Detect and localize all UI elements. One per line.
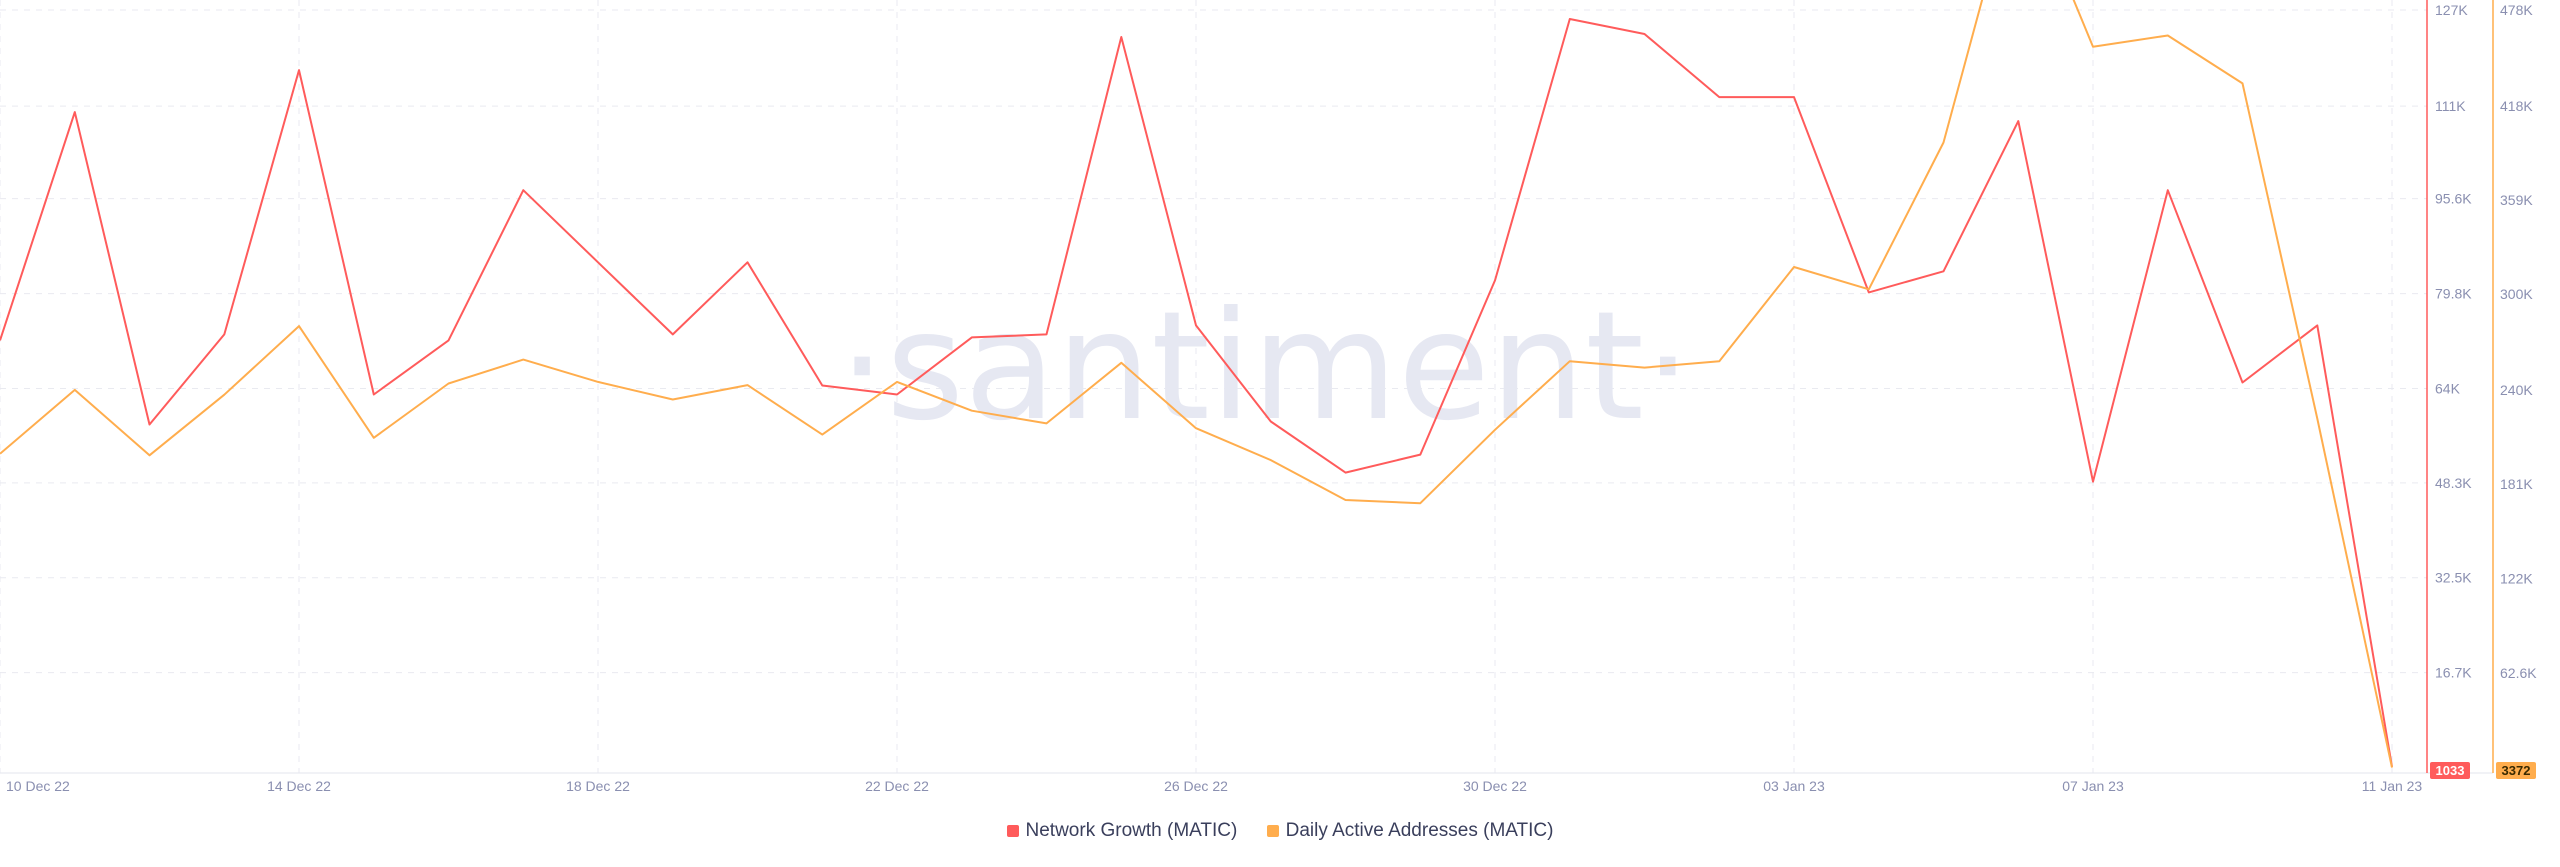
y-right-tick-label: 181K xyxy=(2500,476,2533,492)
legend-item-network-growth[interactable]: Network Growth (MATIC) xyxy=(1006,820,1238,842)
last-value-badge-left-text: 1033 xyxy=(2436,763,2465,778)
series-line-network-growth xyxy=(0,18,2393,767)
gridlines xyxy=(0,0,2493,774)
y-left-tick-label: 64K xyxy=(2435,380,2461,396)
x-tick-label: 22 Dec 22 xyxy=(865,778,929,794)
y-left-tick-label: 16.7K xyxy=(2435,665,2472,681)
y-right-tick-label: 478K xyxy=(2500,2,2533,18)
series-line-daily-active-addresses xyxy=(0,0,2393,768)
x-tick-label: 03 Jan 23 xyxy=(1763,778,1825,794)
last-value-badge-left: 1033 xyxy=(2430,762,2470,779)
y-right-tick-label: 359K xyxy=(2500,192,2533,208)
axes: 16.7K 32.5K 48.3K 64K 79.8K 95.6K 111K 127K 62.6… xyxy=(2426,0,2537,779)
y-left-tick-label: 95.6K xyxy=(2435,191,2472,207)
y-left-tick-label: 111K xyxy=(2435,98,2466,114)
x-tick-label: 26 Dec 22 xyxy=(1164,778,1228,794)
x-tick-label: 30 Dec 22 xyxy=(1463,778,1527,794)
last-value-badge-right-bg xyxy=(2496,762,2536,779)
last-value-badge-left-bg xyxy=(2430,762,2470,779)
x-tick-label: 18 Dec 22 xyxy=(566,778,630,794)
legend-item-daily-active-addresses[interactable]: Daily Active Addresses (MATIC) xyxy=(1266,820,1554,842)
y-left-tick-label: 127K xyxy=(2435,2,2468,18)
x-tick-label: 14 Dec 22 xyxy=(267,778,331,794)
legend: Network Growth (MATIC) Daily Active Addr… xyxy=(0,820,2560,843)
y-right-tick-label: 122K xyxy=(2500,570,2533,586)
y-right-tick-label: 240K xyxy=(2500,382,2533,398)
y-left-tick-label: 32.5K xyxy=(2435,570,2472,586)
x-tick-label: 11 Jan 23 xyxy=(2362,778,2423,794)
last-value-badge-right: 3372 xyxy=(2496,762,2536,779)
y-right-tick-label: 300K xyxy=(2500,286,2533,302)
x-tick-label: 10 Dec 22 xyxy=(6,778,70,794)
y-left-tick-label: 48.3K xyxy=(2435,475,2472,491)
legend-swatch-network-growth xyxy=(1006,825,1019,837)
y-left-tick-label: 79.8K xyxy=(2435,286,2472,302)
legend-swatch-daily-active-addresses xyxy=(1266,825,1279,837)
y-right-tick-label: 62.6K xyxy=(2500,665,2537,681)
legend-label: Network Growth (MATIC) xyxy=(1025,820,1238,841)
legend-label: Daily Active Addresses (MATIC) xyxy=(1285,820,1554,841)
santiment-watermark: ·santiment· xyxy=(838,280,1691,454)
last-value-badge-right-text: 3372 xyxy=(2502,763,2531,778)
series-lines xyxy=(0,0,2393,768)
x-axis-ticks: 10 Dec 22 14 Dec 22 18 Dec 22 22 Dec 22 26 D… xyxy=(6,778,2422,794)
x-tick-label: 07 Jan 23 xyxy=(2062,778,2124,794)
y-right-tick-label: 418K xyxy=(2500,98,2533,114)
